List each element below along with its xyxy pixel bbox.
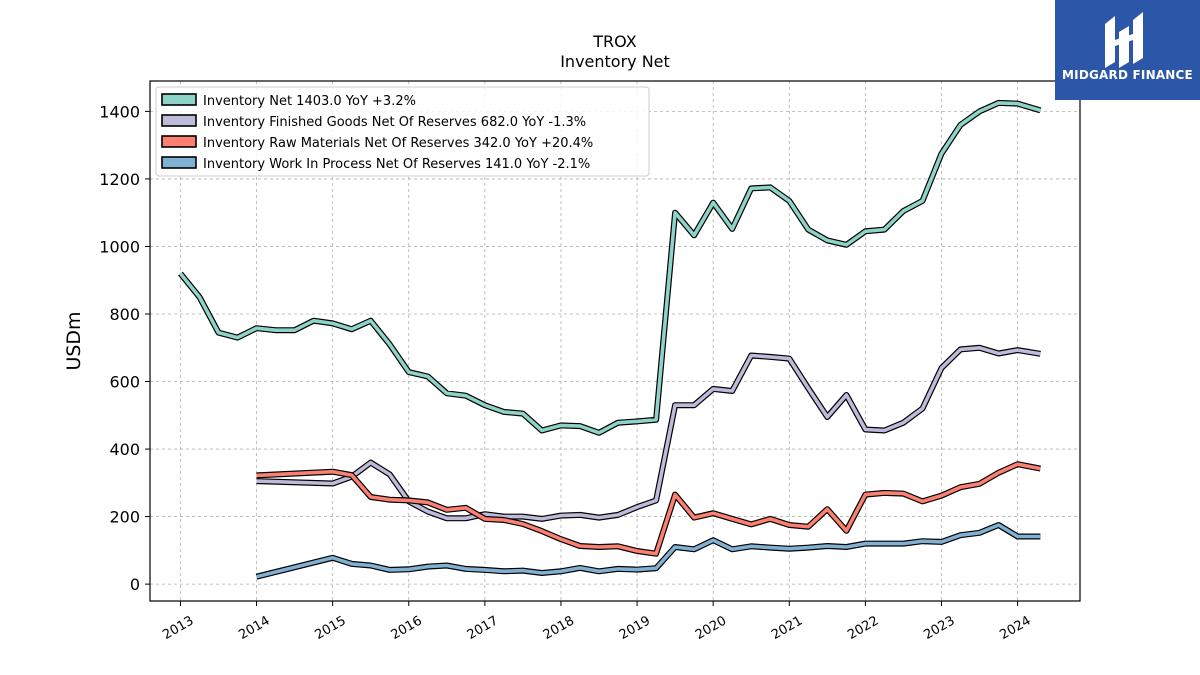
plot-frame: [149, 80, 1081, 602]
y-tick-label: 1000: [99, 237, 140, 256]
y-tick-label: 800: [109, 305, 140, 324]
x-tick-label: 2017: [465, 613, 501, 643]
legend: Inventory Net 1403.0 YoY +3.2% Inventory …: [155, 86, 650, 177]
y-tick-label: 0: [130, 575, 140, 594]
x-tick-label: 2024: [997, 613, 1033, 643]
legend-label: Inventory Net 1403.0 YoY +3.2%: [203, 94, 416, 109]
legend-box: [155, 86, 650, 177]
x-tick-label: 2023: [921, 613, 957, 643]
series-line: [256, 462, 1041, 556]
y-tick-label: 200: [109, 508, 140, 527]
y-tick-label: 600: [109, 373, 140, 392]
y-tick-label: 1200: [99, 170, 140, 189]
chart-title-line1: TROX: [593, 32, 637, 51]
series-layer: [178, 99, 1042, 580]
chart-title: TROX Inventory Net: [0, 32, 1200, 72]
x-tick-label: 2022: [845, 613, 881, 643]
y-axis-label: USDm: [63, 311, 85, 370]
series-line-outline: [256, 344, 1041, 522]
x-tick-label: 2020: [693, 613, 729, 643]
series-line: [179, 101, 1041, 435]
legend-swatch: [161, 93, 197, 106]
x-tick-label: 2014: [236, 613, 272, 643]
legend-label: Inventory Work In Process Net Of Reserve…: [203, 157, 590, 172]
x-tick-label: 2013: [160, 613, 196, 643]
series-line: [256, 346, 1041, 521]
x-tick-label: 2018: [541, 613, 577, 643]
series-1: [178, 99, 1042, 436]
legend-swatch: [161, 156, 197, 169]
legend-label: Inventory Raw Materials Net Of Reserves …: [203, 136, 593, 151]
series-2: [256, 344, 1041, 522]
x-tick-label: 2021: [769, 613, 805, 643]
logo-mark-icon: [1105, 12, 1143, 68]
legend-label: Inventory Finished Goods Net Of Reserves…: [203, 115, 586, 130]
y-tick-label: 400: [109, 440, 140, 459]
x-tick-label: 2015: [312, 613, 348, 643]
x-tick-label: 2016: [389, 613, 425, 643]
series-3: [256, 461, 1041, 557]
y-tick-label: 1400: [99, 102, 140, 121]
midgard-finance-logo: MIDGARD FINANCE: [1055, 0, 1200, 100]
x-tick-label: 2019: [617, 613, 653, 643]
legend-swatch: [161, 114, 197, 127]
legend-swatch: [161, 135, 197, 148]
chart-title-line2: Inventory Net: [560, 52, 670, 71]
series-4: [255, 522, 1041, 580]
x-axis: 2013 2014 2015 2016 2017 2018 2019 2020 2021 2022…: [160, 601, 1034, 643]
y-axis: 0 200 400 600 800 1000 1200 1400: [99, 102, 150, 594]
series-line: [256, 523, 1041, 579]
logo-text: MIDGARD FINANCE: [1062, 68, 1193, 82]
